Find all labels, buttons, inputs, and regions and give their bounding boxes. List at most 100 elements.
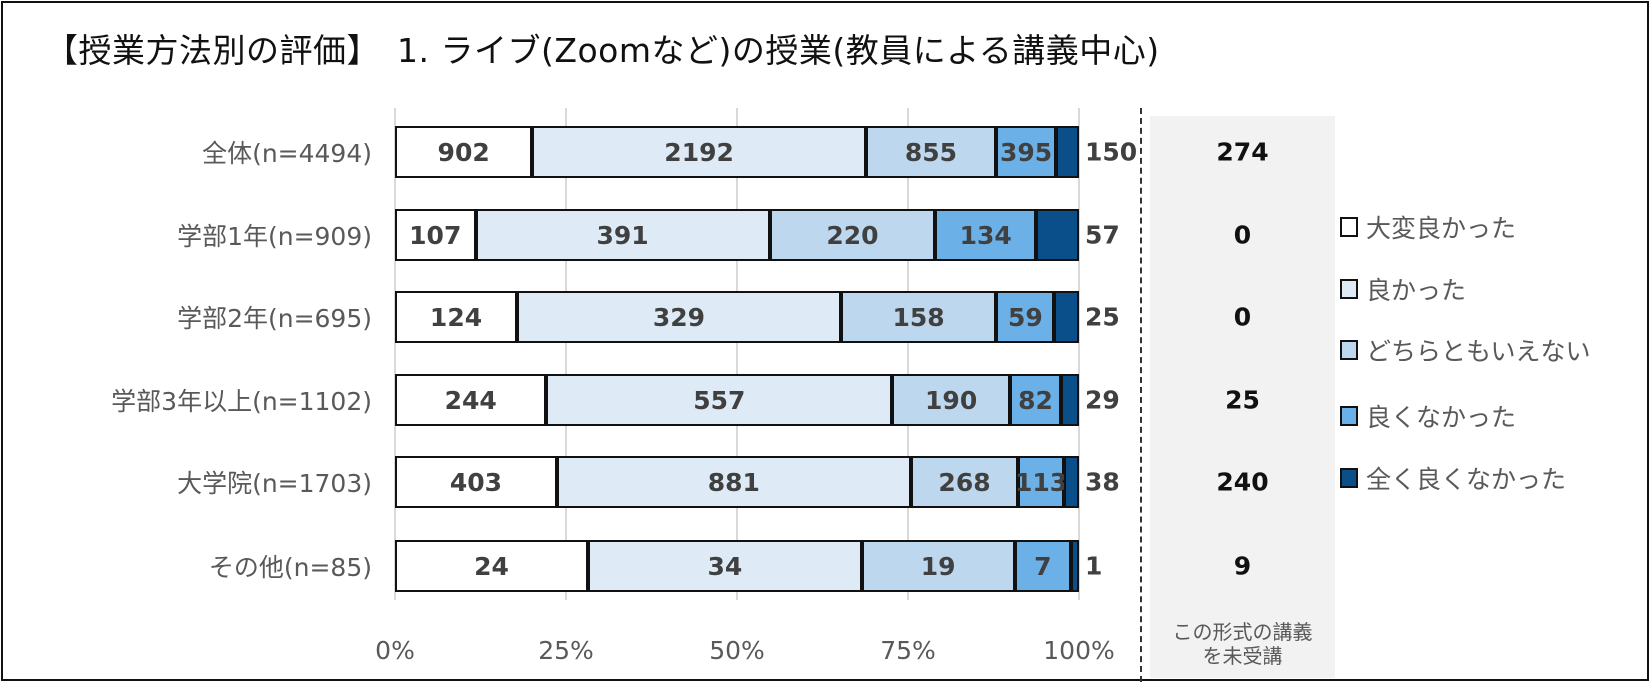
legend-item: 良かった xyxy=(1340,271,1466,307)
x-tick-label: 75% xyxy=(880,636,936,665)
category-label: 全体(n=4494) xyxy=(202,139,372,168)
data-label: 7 xyxy=(1034,551,1052,581)
category-label: 学部3年以上(n=1102) xyxy=(111,387,372,416)
gridline xyxy=(907,108,909,600)
not-attended-value: 25 xyxy=(1225,385,1260,415)
category-label: 大学院(n=1703) xyxy=(177,469,372,498)
bar-segment xyxy=(1063,456,1079,508)
bar-segment xyxy=(1070,540,1079,592)
legend-label: 良くなかった xyxy=(1366,403,1517,432)
data-label: 2192 xyxy=(664,137,734,167)
data-label-end: 38 xyxy=(1085,467,1120,497)
caption-line-2: を未受講 xyxy=(1202,644,1283,668)
bar-segment xyxy=(1036,209,1079,261)
data-label: 107 xyxy=(409,220,462,250)
bar-segment: 403 xyxy=(395,456,557,508)
not-attended-column xyxy=(1150,116,1335,678)
data-label: 855 xyxy=(904,137,958,167)
data-label: 391 xyxy=(596,220,649,250)
gridline xyxy=(1078,108,1080,600)
not-attended-value: 274 xyxy=(1216,137,1269,167)
data-label: 395 xyxy=(1000,137,1053,167)
legend-swatch-icon xyxy=(1340,279,1358,299)
data-label-end: 25 xyxy=(1085,302,1120,332)
data-label: 59 xyxy=(1007,302,1043,332)
bar-segment: 855 xyxy=(865,126,997,178)
data-label: 268 xyxy=(938,467,991,497)
category-label: 学部1年(n=909) xyxy=(177,222,372,251)
data-label: 34 xyxy=(707,551,743,581)
bar-segment: 158 xyxy=(840,291,997,343)
bar-segment xyxy=(1061,374,1079,426)
not-attended-caption: この形式の講義 を未受講 xyxy=(1150,620,1335,668)
bar-segment: 82 xyxy=(1010,374,1061,426)
data-label: 19 xyxy=(920,551,956,581)
not-attended-value: 0 xyxy=(1233,302,1252,332)
data-label: 557 xyxy=(693,385,746,415)
gridline xyxy=(565,108,567,600)
bar-segment: 329 xyxy=(517,291,841,343)
data-label: 158 xyxy=(892,302,945,332)
bar-segment xyxy=(1056,126,1079,178)
bar-segment: 902 xyxy=(395,126,533,178)
x-tick-label: 0% xyxy=(375,636,415,665)
gridline xyxy=(394,108,396,600)
bar-segment: 24 xyxy=(395,540,589,592)
data-label-end: 1 xyxy=(1085,551,1103,581)
bar-segment: 881 xyxy=(556,456,911,508)
category-label: その他(n=85) xyxy=(208,553,372,582)
data-label: 329 xyxy=(652,302,706,332)
data-label: 220 xyxy=(826,220,879,250)
bar-segment: 113 xyxy=(1015,456,1067,508)
bar-segment: 7 xyxy=(1014,540,1071,592)
bar-segment: 134 xyxy=(935,209,1037,261)
legend-label: 良かった xyxy=(1366,276,1467,305)
not-attended-value: 240 xyxy=(1216,467,1269,497)
legend-swatch-icon xyxy=(1340,406,1358,426)
bar-segment: 395 xyxy=(996,126,1057,178)
legend-swatch-icon xyxy=(1340,468,1358,488)
bar-segment: 557 xyxy=(546,374,893,426)
bar-segment: 244 xyxy=(395,374,547,426)
x-tick-label: 25% xyxy=(538,636,594,665)
bar-segment xyxy=(1054,291,1079,343)
bar-segment: 19 xyxy=(861,540,1015,592)
legend-label: 全く良くなかった xyxy=(1366,465,1567,494)
data-label: 82 xyxy=(1018,385,1053,415)
x-tick-label: 50% xyxy=(709,636,765,665)
bar-segment: 34 xyxy=(588,540,862,592)
legend-item: 全く良くなかった xyxy=(1340,460,1566,496)
caption-line-1: この形式の講義 xyxy=(1172,620,1313,644)
bar-segment: 59 xyxy=(996,291,1055,343)
data-label: 190 xyxy=(925,385,978,415)
legend-item: どちらともいえない xyxy=(1340,332,1591,368)
not-attended-value: 9 xyxy=(1233,551,1252,581)
legend-item: 良くなかった xyxy=(1340,398,1516,434)
gridline xyxy=(736,108,738,600)
data-label: 403 xyxy=(449,467,503,497)
legend-label: 大変良かった xyxy=(1366,214,1517,243)
x-tick-label: 100% xyxy=(1043,636,1115,665)
bar-segment: 268 xyxy=(910,456,1019,508)
data-label: 881 xyxy=(707,467,760,497)
bar-segment: 190 xyxy=(892,374,1011,426)
legend-swatch-icon xyxy=(1340,340,1358,360)
data-label: 124 xyxy=(429,302,483,332)
chart-title: 【授業方法別の評価】 1. ライブ(Zoomなど)の授業(教員による講義中心) xyxy=(45,31,1160,70)
data-label-end: 150 xyxy=(1085,137,1138,167)
data-label: 113 xyxy=(1014,467,1068,497)
legend-label: どちらともいえない xyxy=(1366,337,1591,366)
data-label: 244 xyxy=(444,385,497,415)
legend-item: 大変良かった xyxy=(1340,209,1516,245)
data-label: 902 xyxy=(437,137,490,167)
bar-segment: 124 xyxy=(395,291,518,343)
not-attended-value: 0 xyxy=(1233,220,1252,250)
data-label-end: 29 xyxy=(1085,385,1120,415)
bar-segment: 220 xyxy=(769,209,936,261)
legend-swatch-icon xyxy=(1340,217,1358,237)
bar-segment: 107 xyxy=(395,209,476,261)
dashed-divider xyxy=(1140,108,1142,682)
bar-segment: 391 xyxy=(475,209,770,261)
bar-segment: 2192 xyxy=(532,126,866,178)
